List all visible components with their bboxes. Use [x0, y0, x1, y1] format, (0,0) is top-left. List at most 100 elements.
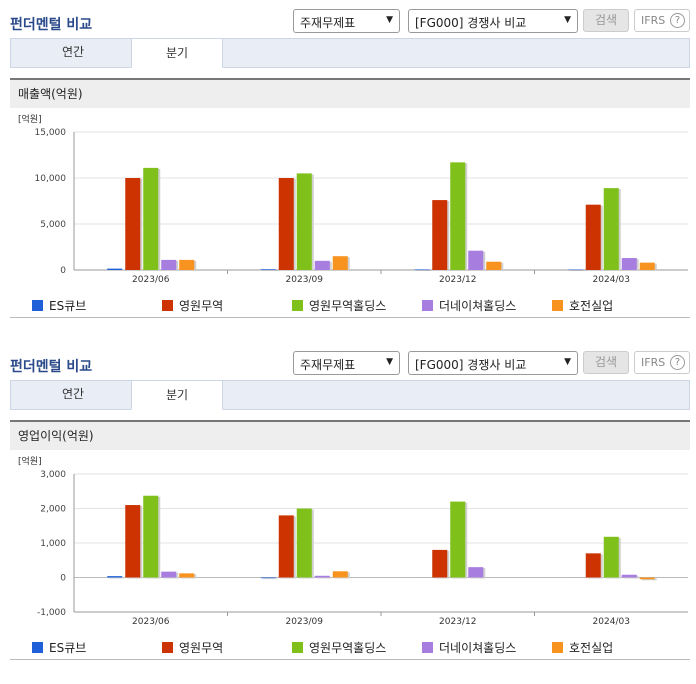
help-icon[interactable]: ?: [670, 13, 685, 28]
legend-swatch: [162, 642, 173, 653]
legend-label: 영원무역: [179, 299, 224, 313]
x-tick-label-2023-12: 2023/12: [439, 617, 476, 627]
peer-select-value: [FG000] 경쟁사 비교: [415, 16, 527, 30]
period-tabs: 연간 분기: [10, 38, 690, 68]
legend-label: 더네이쳐홀딩스: [439, 641, 517, 655]
bar-2023-09-3: [314, 260, 330, 270]
bar-2023-12-4: [486, 261, 502, 270]
y-tick-label: 1,000: [40, 539, 66, 549]
legend-item-1[interactable]: 영원무역: [162, 639, 223, 656]
x-tick-label-2023-09: 2023/09: [286, 275, 324, 285]
bar-2024-03-1: [585, 204, 601, 270]
y-tick-label: 10,000: [35, 174, 67, 184]
legend-swatch: [552, 300, 563, 311]
bar-2023-09-2: [296, 508, 312, 578]
chart-legend: ES큐브 영원무역 영원무역홀딩스 더네이쳐홀딩스 호전실업: [10, 297, 690, 313]
statement-select[interactable]: 주재무제표 ▼: [293, 9, 400, 33]
bar-2023-06-4: [179, 259, 195, 270]
tab-quarterly[interactable]: 분기: [131, 38, 223, 68]
legend-swatch: [422, 642, 433, 653]
y-tick-label: 5,000: [40, 220, 66, 230]
bar-2024-03-1: [585, 553, 601, 578]
legend-item-3[interactable]: 더네이쳐홀딩스: [422, 297, 516, 314]
y-tick-label: 0: [60, 574, 66, 584]
ifrs-button[interactable]: IFRS ?: [634, 351, 690, 374]
bar-shadow: [262, 578, 278, 580]
legend-item-4[interactable]: 호전실업: [552, 639, 613, 656]
x-tick-label-2024-03: 2024/03: [593, 275, 630, 285]
chart-heading: 영업이익(억원): [10, 420, 690, 450]
bar-shadow: [416, 270, 432, 271]
peer-select-value: [FG000] 경쟁사 비교: [415, 358, 527, 372]
chevron-down-icon: ▼: [564, 15, 571, 25]
bar-2023-12-3: [468, 567, 484, 578]
tab-quarterly[interactable]: 분기: [131, 380, 223, 410]
legend-swatch: [422, 300, 433, 311]
legend-item-0[interactable]: ES큐브: [32, 297, 86, 314]
ifrs-label: IFRS: [641, 356, 666, 369]
chevron-down-icon: ▼: [386, 15, 393, 25]
fundamental-panel-operating-profit: 펀더멘털 비교 주재무제표 ▼ [FG000] 경쟁사 비교 ▼ 검색 IFRS…: [10, 348, 690, 660]
x-tick-label-2023-06: 2023/06: [132, 275, 170, 285]
bar-2024-03-3: [621, 258, 637, 270]
bar-2023-09-4: [332, 256, 348, 270]
legend-swatch: [552, 642, 563, 653]
statement-select-value: 주재무제표: [300, 358, 356, 372]
legend-item-1[interactable]: 영원무역: [162, 297, 223, 314]
bar-2023-06-4: [179, 573, 195, 578]
bar-2023-09-3: [314, 575, 330, 578]
peer-select[interactable]: [FG000] 경쟁사 비교 ▼: [408, 351, 578, 375]
peer-select[interactable]: [FG000] 경쟁사 비교 ▼: [408, 9, 578, 33]
statement-select-value: 주재무제표: [300, 16, 356, 30]
legend-item-3[interactable]: 더네이쳐홀딩스: [422, 639, 516, 656]
chevron-down-icon: ▼: [386, 357, 393, 367]
period-tabs: 연간 분기: [10, 380, 690, 410]
bar-2023-06-1: [125, 178, 141, 270]
bar-2023-06-0: [107, 576, 123, 578]
bar-2023-06-1: [125, 505, 141, 578]
bar-2023-06-3: [161, 571, 177, 578]
bar-2024-03-2: [603, 188, 619, 270]
revenue-chart-svg: [억원] 0 5,000 10,000 15,000 2023/06 2023/09 2023…: [18, 113, 688, 285]
legend-swatch: [292, 642, 303, 653]
operating-profit-chart-svg: [억원] -1,000 0 1,000 2,000 3,000 2023/06 2023/09…: [18, 455, 688, 627]
search-button[interactable]: 검색: [583, 9, 629, 32]
help-icon[interactable]: ?: [670, 355, 685, 370]
legend-swatch: [162, 300, 173, 311]
legend-label: ES큐브: [49, 641, 87, 655]
legend-label: 영원무역홀딩스: [309, 641, 387, 655]
bar-shadow: [109, 577, 125, 579]
bar-shadow: [262, 270, 278, 271]
legend-label: 호전실업: [569, 299, 614, 313]
legend-label: 영원무역: [179, 641, 224, 655]
bar-2023-06-0: [107, 268, 123, 270]
legend-label: 영원무역홀딩스: [309, 299, 387, 313]
chevron-down-icon: ▼: [564, 357, 571, 367]
panel-title: 펀더멘털 비교: [10, 359, 93, 375]
legend-label: 호전실업: [569, 641, 614, 655]
legend-swatch: [32, 642, 43, 653]
bar-2023-09-4: [332, 571, 348, 578]
ifrs-button[interactable]: IFRS ?: [634, 9, 690, 32]
x-tick-label-2023-06: 2023/06: [132, 617, 170, 627]
legend-item-2[interactable]: 영원무역홀딩스: [292, 639, 386, 656]
statement-select[interactable]: 주재무제표 ▼: [293, 351, 400, 375]
y-tick-label: 3,000: [40, 470, 66, 480]
tab-annual[interactable]: 연간: [61, 387, 85, 401]
bar-2024-03-4: [639, 262, 655, 270]
bar-2023-09-0: [260, 269, 276, 270]
tab-annual[interactable]: 연간: [61, 45, 85, 59]
fundamental-panel-revenue: 펀더멘털 비교 주재무제표 ▼ [FG000] 경쟁사 비교 ▼ 검색 IFRS…: [10, 6, 690, 318]
ifrs-label: IFRS: [641, 14, 666, 27]
legend-label: 더네이쳐홀딩스: [439, 299, 517, 313]
legend-item-2[interactable]: 영원무역홀딩스: [292, 297, 386, 314]
bar-shadow: [109, 269, 125, 271]
bar-2023-06-2: [143, 495, 159, 578]
legend-item-0[interactable]: ES큐브: [32, 639, 86, 656]
legend-item-4[interactable]: 호전실업: [552, 297, 613, 314]
search-button[interactable]: 검색: [583, 351, 629, 374]
chart-heading: 매출액(억원): [10, 78, 690, 108]
bar-shadow: [316, 576, 332, 579]
y-tick-label: 15,000: [35, 128, 67, 138]
x-tick-label-2023-12: 2023/12: [439, 275, 476, 285]
